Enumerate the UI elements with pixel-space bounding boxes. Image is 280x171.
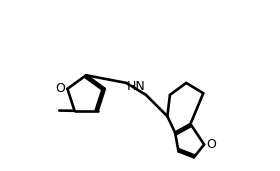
Text: O: O bbox=[206, 138, 216, 151]
Text: HN: HN bbox=[126, 80, 145, 93]
Text: O: O bbox=[55, 82, 65, 95]
